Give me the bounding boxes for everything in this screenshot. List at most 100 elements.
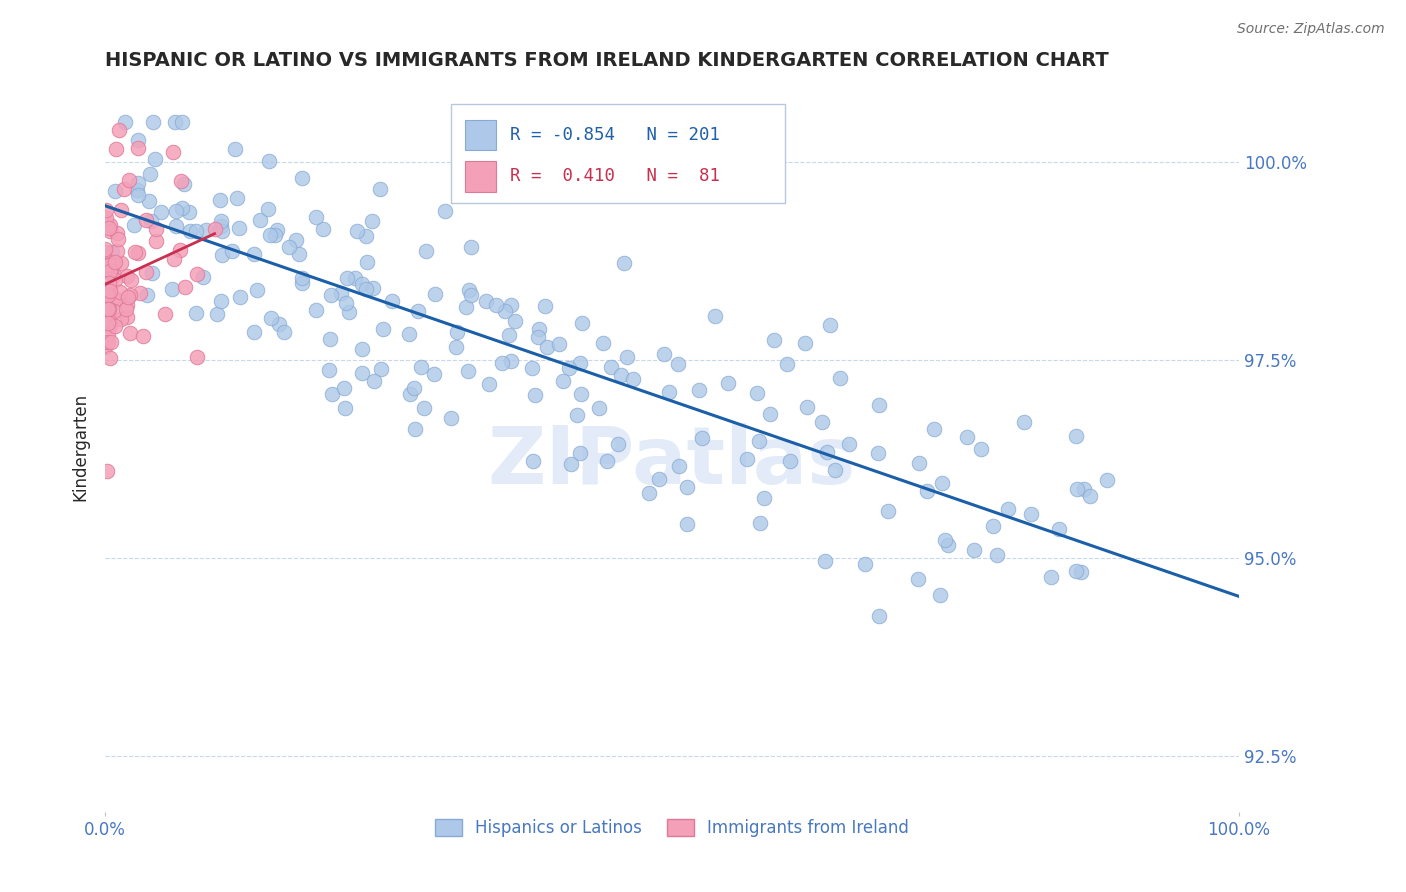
- Point: [478, 377, 501, 392]
- Point: [103, 268, 125, 283]
- Point: [186, 306, 208, 320]
- Point: [970, 442, 993, 456]
- Point: [638, 486, 661, 500]
- Point: [319, 333, 342, 347]
- Point: [503, 313, 526, 327]
- Point: [868, 446, 890, 460]
- Point: [110, 285, 132, 300]
- Point: [398, 326, 420, 341]
- Point: [96, 464, 118, 478]
- Point: [101, 244, 124, 259]
- Point: [460, 240, 482, 254]
- Point: [211, 248, 233, 262]
- Point: [266, 223, 288, 237]
- Point: [796, 401, 818, 415]
- Point: [666, 357, 689, 371]
- Point: [186, 350, 208, 364]
- Point: [1049, 522, 1071, 536]
- Point: [94, 202, 117, 217]
- Point: [311, 222, 333, 236]
- Point: [363, 281, 385, 295]
- Point: [94, 242, 117, 256]
- FancyBboxPatch shape: [451, 104, 786, 202]
- Point: [907, 572, 929, 586]
- Point: [606, 437, 628, 451]
- Point: [103, 291, 125, 305]
- Point: [936, 538, 959, 552]
- Point: [354, 282, 377, 296]
- Point: [209, 219, 232, 234]
- Point: [485, 298, 508, 312]
- Legend: Hispanics or Latinos, Immigrants from Ireland: Hispanics or Latinos, Immigrants from Ir…: [429, 813, 915, 844]
- Point: [658, 385, 681, 400]
- Point: [94, 284, 117, 298]
- Point: [456, 300, 478, 314]
- Point: [648, 472, 671, 486]
- Point: [522, 360, 544, 375]
- Point: [1019, 507, 1042, 521]
- Point: [409, 359, 432, 374]
- Point: [143, 152, 166, 166]
- Point: [226, 191, 249, 205]
- Point: [97, 317, 120, 331]
- Point: [142, 115, 165, 129]
- Point: [138, 194, 160, 209]
- Point: [204, 221, 226, 235]
- Point: [208, 194, 231, 208]
- Point: [330, 285, 353, 300]
- Point: [571, 316, 593, 330]
- Point: [440, 410, 463, 425]
- Point: [112, 182, 135, 196]
- Point: [117, 290, 139, 304]
- Point: [446, 340, 468, 354]
- Point: [100, 219, 122, 233]
- Point: [501, 298, 523, 312]
- Point: [184, 224, 207, 238]
- Point: [98, 221, 121, 235]
- Point: [868, 609, 890, 624]
- Text: ZIPatlas: ZIPatlas: [488, 423, 856, 500]
- Point: [98, 351, 121, 365]
- Point: [838, 437, 860, 451]
- Point: [735, 451, 758, 466]
- Point: [98, 314, 121, 328]
- Point: [104, 319, 127, 334]
- Point: [457, 364, 479, 378]
- Point: [793, 336, 815, 351]
- Point: [491, 356, 513, 370]
- Point: [336, 271, 359, 285]
- Point: [105, 244, 128, 258]
- Point: [104, 273, 127, 287]
- Point: [145, 222, 167, 236]
- Point: [527, 330, 550, 344]
- Point: [446, 325, 468, 339]
- Point: [267, 317, 290, 331]
- Point: [94, 258, 117, 272]
- FancyBboxPatch shape: [464, 120, 496, 150]
- Point: [177, 204, 200, 219]
- Point: [209, 214, 232, 228]
- Point: [668, 459, 690, 474]
- Point: [356, 255, 378, 269]
- Point: [548, 336, 571, 351]
- Point: [1012, 416, 1035, 430]
- Point: [717, 376, 740, 390]
- Point: [361, 214, 384, 228]
- Point: [104, 292, 127, 306]
- Point: [163, 115, 186, 129]
- Y-axis label: Kindergarten: Kindergarten: [72, 393, 89, 501]
- Point: [285, 233, 308, 247]
- Point: [278, 240, 301, 254]
- Point: [259, 227, 281, 242]
- Point: [676, 480, 699, 494]
- Point: [98, 224, 121, 238]
- Point: [257, 202, 280, 217]
- Point: [97, 258, 120, 272]
- Point: [291, 171, 314, 186]
- Point: [824, 463, 846, 477]
- Point: [748, 516, 770, 530]
- Point: [98, 284, 121, 298]
- Point: [1064, 564, 1087, 578]
- Point: [551, 374, 574, 388]
- Point: [569, 356, 592, 370]
